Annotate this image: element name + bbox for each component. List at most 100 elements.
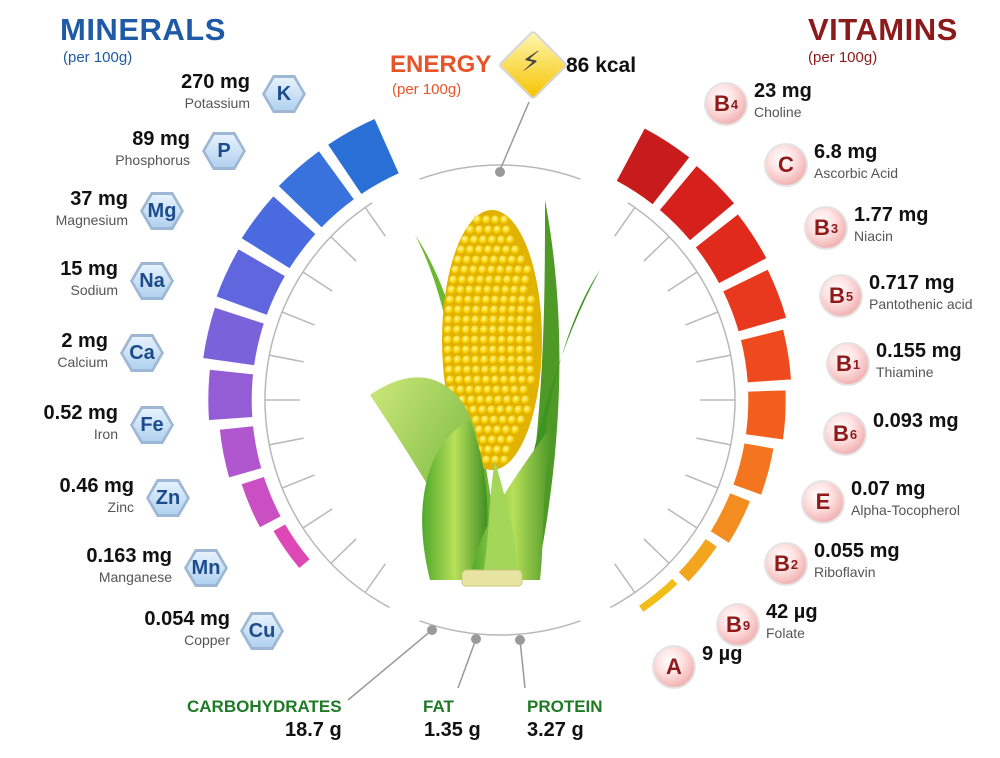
vitamin-value: 23 mg [754, 80, 812, 102]
corn-kernel [480, 415, 490, 425]
vitamin-badge: A [652, 645, 696, 689]
corn-kernel [472, 375, 482, 385]
corn-kernel [505, 435, 515, 445]
vitamin-symbol: B [773, 551, 790, 576]
corn-kernel [485, 275, 494, 285]
mineral-bar [215, 248, 286, 316]
carb-connector [347, 629, 433, 701]
mineral-bars [202, 118, 400, 569]
corn-kernel [453, 315, 462, 325]
vitamin-bar [658, 165, 735, 242]
tick-mark [643, 538, 670, 564]
corn-kernel [501, 385, 511, 395]
corn-kernel [500, 455, 509, 465]
vitamin-subscript: 4 [730, 96, 739, 112]
vitamin-subscript: 1 [852, 356, 861, 372]
corn-kernel [483, 285, 493, 295]
tick-mark [281, 311, 315, 326]
tick-mark [364, 563, 386, 593]
vitamin-symbol: B [835, 351, 852, 376]
vitamin-symbol: A [666, 654, 682, 679]
vitamin-bar [740, 328, 792, 384]
corn-kernel [498, 315, 507, 325]
corn-kernel [465, 385, 475, 395]
corn-kernel [490, 295, 500, 305]
corn-kernel [463, 375, 473, 385]
energy-value: 86 kcal [566, 54, 637, 77]
corn-kernel [480, 365, 490, 375]
corn-kernel [510, 245, 520, 255]
corn-kernel [462, 305, 472, 315]
vitamin-symbol: B [713, 91, 730, 116]
corn-kernel [478, 405, 487, 415]
tick-mark [614, 207, 636, 237]
vitamin-badge: E [801, 480, 845, 524]
energy-dot [495, 167, 505, 177]
left-arc [264, 202, 391, 609]
mineral-symbol: Na [133, 265, 171, 297]
corn-kernel [501, 425, 511, 435]
corn-kernel [452, 345, 462, 355]
mineral-bar [278, 150, 355, 229]
vitamin-value: 6.8 mg [814, 141, 878, 163]
corn-kernel [480, 315, 489, 325]
tick-mark [302, 508, 333, 529]
mineral-symbol: Zn [149, 482, 187, 514]
corn-kernel [507, 315, 516, 325]
corn-kernel [470, 345, 480, 355]
vitamins-title: VITAMINS [808, 12, 958, 47]
corn-kernel [502, 445, 511, 455]
corn-kernel [474, 425, 484, 435]
mineral-value: 0.52 mg [43, 402, 118, 424]
mineral-symbol: Fe [133, 409, 171, 441]
vitamin-value: 0.155 mg [876, 340, 962, 362]
corn-kernel [471, 365, 481, 375]
mineral-value: 0.46 mg [59, 475, 134, 497]
tick-mark [330, 538, 357, 564]
vitamin-bar [745, 389, 787, 441]
corn-kernel [515, 335, 525, 345]
corn-kernel [498, 415, 508, 425]
tick-mark [269, 354, 304, 363]
vitamin-subscript: 5 [845, 288, 854, 304]
corn-kernel [469, 235, 479, 245]
corn-kernel [479, 335, 489, 345]
corn-kernel [489, 355, 498, 365]
corn-kernel [508, 375, 518, 385]
corn-kernel [487, 435, 497, 445]
corn-kernel [510, 385, 520, 395]
vitamin-name: Niacin [854, 228, 893, 244]
vitamin-symbol: C [778, 152, 794, 177]
corn-kernel [507, 355, 516, 365]
corn-kernel [521, 275, 530, 285]
corn-kernel [489, 415, 499, 425]
corn-kernel [506, 325, 516, 335]
corn-kernel [462, 315, 471, 325]
tick-mark [614, 563, 636, 593]
corn-kernel [456, 385, 466, 395]
corn-kernel [506, 345, 516, 355]
corn-kernel [510, 425, 520, 435]
corn-kernel [444, 305, 454, 315]
protein-connector [519, 639, 526, 689]
corn-kernel [492, 285, 502, 295]
fat-value: 1.35 g [424, 719, 481, 741]
corn-kernel [488, 345, 498, 355]
tick-mark [643, 236, 670, 262]
corn-kernel [493, 445, 502, 455]
mineral-badge-iron: Fe [130, 406, 174, 444]
corn-kernel [492, 425, 502, 435]
corn-kernel [472, 295, 482, 305]
corn-kernel [501, 285, 511, 295]
corn-kernel [479, 345, 489, 355]
corn-kernel [462, 365, 472, 375]
vitamin-subscript: 2 [790, 556, 799, 572]
corn-kernel [453, 305, 463, 315]
tick-mark [696, 437, 731, 446]
mineral-name: Sodium [70, 282, 118, 298]
vitamin-name: Pantothenic acid [869, 296, 973, 312]
vitamin-bar [732, 442, 775, 496]
vitamin-subscript: 9 [742, 617, 751, 633]
corn-kernel [516, 365, 526, 375]
vitamin-value: 1.77 mg [854, 204, 929, 226]
